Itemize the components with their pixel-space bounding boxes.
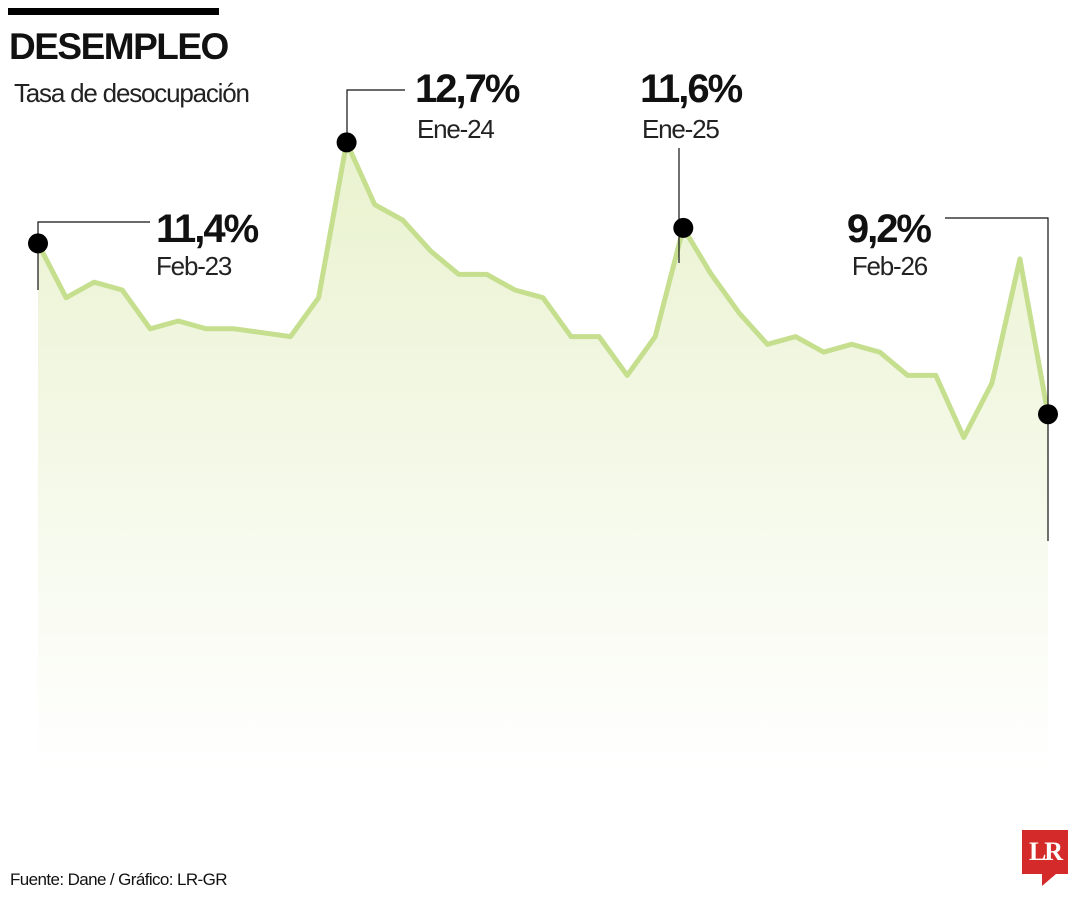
data-point — [990, 381, 994, 385]
annotation-value-label: 9,2% — [847, 207, 932, 251]
chart-subtitle: Tasa de desocupación — [14, 78, 250, 108]
data-point — [148, 327, 152, 331]
data-point — [934, 373, 938, 377]
data-point — [513, 288, 517, 292]
data-point — [541, 296, 545, 300]
annotation-marker — [673, 217, 694, 238]
annotation-date-label: Feb-26 — [852, 251, 928, 281]
annotation-marker — [336, 132, 357, 153]
data-point — [962, 436, 966, 439]
annotation-leader — [37, 221, 150, 290]
annotation-marker — [1038, 404, 1058, 425]
source-footer: Fuente: Dane / Gráfico: LR-GR — [10, 870, 228, 889]
lr-logo-tail — [1042, 874, 1056, 886]
data-point — [709, 272, 713, 276]
annotation-leader — [945, 217, 1049, 541]
data-point — [429, 249, 433, 253]
annotation-marker — [28, 233, 48, 254]
data-point — [289, 335, 292, 339]
data-point — [878, 350, 882, 354]
data-point — [737, 311, 741, 315]
data-point — [850, 342, 854, 346]
data-point — [1018, 257, 1022, 261]
data-point — [260, 331, 264, 335]
data-point — [822, 350, 826, 354]
data-point — [906, 373, 910, 377]
data-point — [653, 335, 657, 339]
annotation-date-label: Ene-24 — [417, 114, 494, 144]
data-point — [373, 203, 377, 207]
data-point — [232, 327, 236, 331]
data-point — [92, 280, 96, 284]
data-point — [401, 218, 405, 222]
annotation-date-label: Ene-25 — [642, 114, 719, 144]
lr-logo-text: LR — [1022, 830, 1068, 874]
annotation-date-label: Feb-23 — [156, 251, 232, 281]
data-point — [317, 296, 321, 300]
data-point — [765, 342, 769, 346]
data-point — [457, 272, 461, 276]
top-rule — [8, 8, 219, 15]
annotation-leader — [346, 89, 405, 140]
data-point — [485, 272, 489, 276]
annotation-value-label: 11,4% — [156, 207, 259, 251]
annotation-value-label: 12,7% — [415, 67, 520, 111]
area-fill — [38, 142, 1048, 770]
data-point — [569, 335, 573, 339]
data-point — [204, 327, 208, 331]
chart-title: DESEMPLEO — [9, 26, 229, 67]
data-point — [176, 319, 180, 323]
data-point — [64, 296, 68, 300]
lr-logo: LR — [1022, 830, 1068, 888]
annotation-value-label: 11,6% — [640, 67, 743, 111]
data-point — [625, 373, 629, 377]
data-point — [794, 335, 797, 339]
data-point — [120, 288, 124, 292]
data-point — [597, 335, 601, 339]
